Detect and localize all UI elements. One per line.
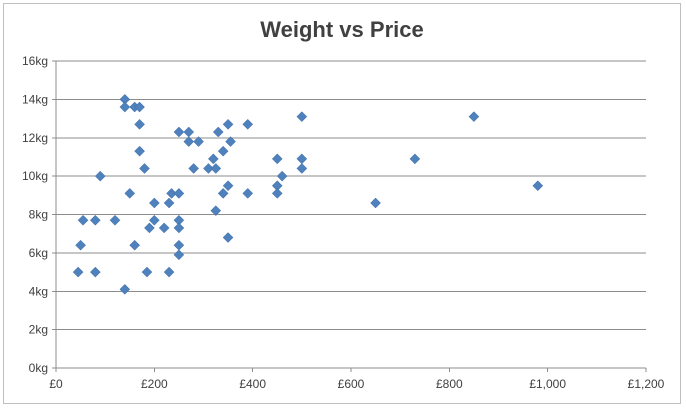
data-point xyxy=(148,197,160,209)
data-point xyxy=(134,118,145,130)
data-point xyxy=(109,214,121,226)
data-point xyxy=(89,214,101,226)
data-point xyxy=(148,214,160,226)
data-point xyxy=(222,118,234,130)
data-point xyxy=(222,232,234,243)
y-tick-label: 2kg xyxy=(29,323,48,337)
data-point xyxy=(210,205,222,217)
x-tick-label: £200 xyxy=(141,377,168,391)
data-point xyxy=(210,163,222,174)
x-tick-label: £400 xyxy=(239,377,266,391)
data-point xyxy=(173,239,185,251)
y-tick-label: 12kg xyxy=(22,131,48,145)
data-point xyxy=(124,188,136,199)
data-point xyxy=(163,266,175,278)
data-points xyxy=(72,94,544,295)
x-tick-label: £1,200 xyxy=(628,377,665,391)
data-point xyxy=(134,145,145,157)
chart-title: Weight vs Price xyxy=(260,17,423,42)
data-point xyxy=(409,153,421,165)
data-point xyxy=(163,197,175,209)
y-axis-tick-labels: 0kg 2kg 4kg 6kg 8kg 10kg 12kg 14kg 16kg xyxy=(22,54,48,375)
data-point xyxy=(183,136,195,147)
data-point xyxy=(94,170,106,182)
x-tick-label: £0 xyxy=(49,377,63,391)
data-point xyxy=(129,239,141,251)
data-point xyxy=(225,136,236,147)
data-point xyxy=(173,249,185,261)
data-point xyxy=(242,118,254,130)
data-point xyxy=(271,188,283,199)
data-point xyxy=(183,126,195,138)
data-point xyxy=(119,101,131,113)
data-point xyxy=(296,163,308,174)
data-point xyxy=(173,188,185,199)
data-point xyxy=(203,163,214,174)
data-point xyxy=(75,239,86,251)
data-point xyxy=(271,153,283,165)
x-tick-label: £600 xyxy=(338,377,365,391)
x-tick-label: £1,000 xyxy=(529,377,566,391)
data-point xyxy=(212,126,224,138)
data-point xyxy=(158,222,170,234)
data-point xyxy=(370,197,381,209)
x-tick-label: £800 xyxy=(436,377,463,391)
data-point xyxy=(217,188,229,199)
data-point xyxy=(139,163,150,174)
data-point xyxy=(468,111,480,122)
x-axis-tick-labels: £0 £200 £400 £600 £800 £1,000 £1,200 xyxy=(49,377,664,391)
data-point xyxy=(276,170,288,182)
data-point xyxy=(141,266,153,278)
data-point xyxy=(166,188,177,199)
data-point xyxy=(173,222,185,234)
y-tick-label: 6kg xyxy=(29,246,48,260)
axes xyxy=(52,60,647,372)
gridlines xyxy=(56,60,646,331)
data-point xyxy=(207,153,219,165)
chart-area xyxy=(3,3,681,404)
data-point xyxy=(89,266,101,278)
data-point xyxy=(188,163,200,174)
data-point xyxy=(296,153,308,165)
data-point xyxy=(173,126,185,138)
y-tick-label: 4kg xyxy=(29,284,48,298)
data-point xyxy=(72,266,84,278)
data-point xyxy=(532,180,544,192)
y-tick-label: 10kg xyxy=(22,169,48,183)
data-point xyxy=(119,283,131,295)
data-point xyxy=(222,180,234,192)
data-point xyxy=(134,101,145,113)
y-tick-label: 16kg xyxy=(22,54,48,68)
data-point xyxy=(193,136,204,147)
data-point xyxy=(217,145,229,157)
data-point xyxy=(77,214,89,226)
data-point xyxy=(242,188,254,199)
data-point xyxy=(296,111,308,122)
y-tick-label: 8kg xyxy=(29,208,48,222)
y-tick-label: 14kg xyxy=(22,92,48,106)
y-tick-label: 0kg xyxy=(29,361,48,375)
data-point xyxy=(144,222,155,234)
